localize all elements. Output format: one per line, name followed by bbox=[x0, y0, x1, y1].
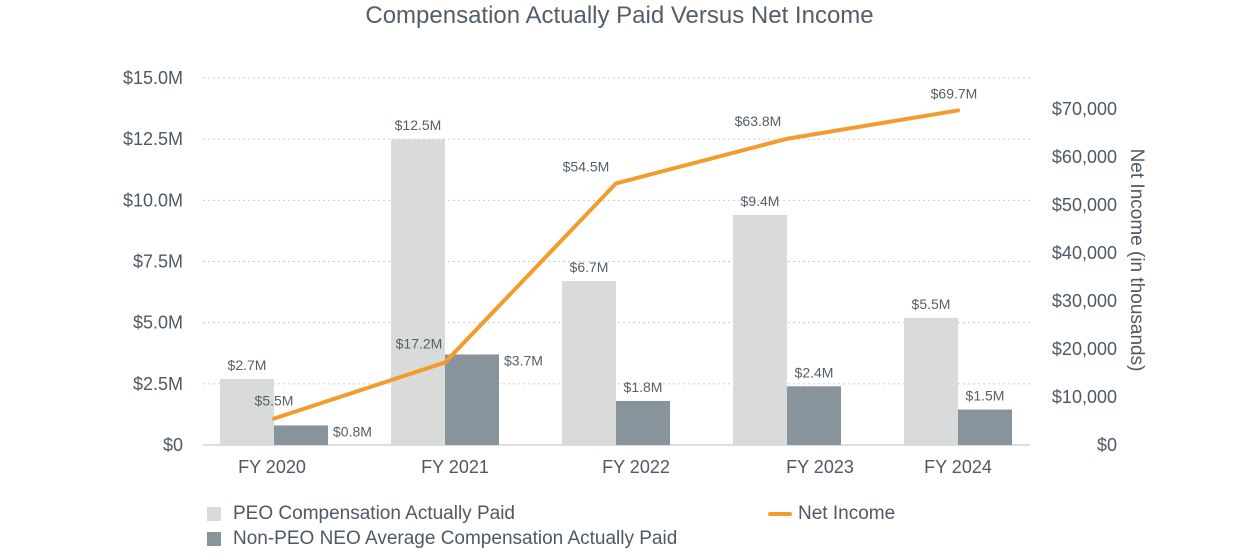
data-label-non-peo: $2.4M bbox=[795, 364, 834, 380]
data-label-non-peo: $0.8M bbox=[333, 423, 372, 439]
y2-tick-label: $10,000 bbox=[1052, 387, 1117, 407]
bar-non-peo bbox=[958, 409, 1012, 445]
bars bbox=[220, 139, 1012, 445]
bar-non-peo bbox=[787, 386, 841, 445]
data-label-peo: $2.7M bbox=[228, 357, 267, 373]
x-axis-ticks: FY 2020 FY 2021 FY 2022 FY 2023 FY 2024 bbox=[238, 457, 992, 477]
bar-peo bbox=[904, 317, 958, 445]
legend-item-peo: PEO Compensation Actually Paid bbox=[207, 503, 515, 525]
legend-swatch-net-income bbox=[768, 512, 792, 516]
y-axis-ticks: $0 $2.5M $5.0M $7.5M $10.0M $12.5M $15.0M bbox=[123, 68, 183, 455]
data-label-net-income: $5.5M bbox=[255, 393, 294, 409]
data-label-net-income: $54.5M bbox=[563, 158, 610, 174]
net-income-line bbox=[272, 108, 960, 421]
data-label-net-income: $17.2M bbox=[396, 335, 443, 351]
data-label-peo: $6.7M bbox=[570, 259, 609, 275]
y-tick-label: $7.5M bbox=[133, 252, 183, 272]
data-label-non-peo: $3.7M bbox=[504, 352, 543, 368]
x-tick-label: FY 2020 bbox=[238, 457, 306, 477]
bar-peo bbox=[220, 378, 274, 445]
y2-tick-label: $20,000 bbox=[1052, 339, 1117, 359]
data-label-peo: $12.5M bbox=[395, 117, 442, 133]
legend-label-non-peo: Non-PEO NEO Average Compensation Actuall… bbox=[233, 528, 678, 549]
bar-peo bbox=[562, 281, 616, 445]
y-tick-label: $15.0M bbox=[123, 68, 183, 88]
y2-tick-label: $0 bbox=[1097, 435, 1117, 455]
bar-non-peo bbox=[445, 354, 499, 445]
bar-peo bbox=[391, 139, 445, 445]
y2-tick-label: $60,000 bbox=[1052, 147, 1117, 167]
y-tick-label: $12.5M bbox=[123, 129, 183, 149]
x-tick-label: FY 2023 bbox=[786, 457, 854, 477]
y-tick-label: $5.0M bbox=[133, 313, 183, 333]
x-tick-label: FY 2021 bbox=[421, 457, 489, 477]
chart-canvas: $2.7M $0.8M $12.5M $3.7M $6.7M $1.8M $9.4M $2.4… bbox=[123, 68, 1147, 477]
y2-axis-label: Net Income (in thousands) bbox=[1126, 149, 1147, 372]
y2-tick-label: $70,000 bbox=[1052, 99, 1117, 119]
y-tick-label: $2.5M bbox=[133, 374, 183, 394]
y2-tick-label: $50,000 bbox=[1052, 195, 1117, 215]
y-tick-label: $0 bbox=[163, 435, 183, 455]
legend-swatch-peo bbox=[207, 507, 221, 521]
bar-non-peo bbox=[616, 400, 670, 445]
data-label-non-peo: $1.5M bbox=[966, 388, 1005, 404]
x-tick-label: FY 2022 bbox=[602, 457, 670, 477]
data-label-net-income: $63.8M bbox=[735, 113, 782, 129]
legend-item-net-income: Net Income bbox=[768, 503, 895, 525]
y-tick-label: $10.0M bbox=[123, 190, 183, 210]
x-tick-label: FY 2024 bbox=[924, 457, 992, 477]
legend-label-net-income: Net Income bbox=[798, 503, 896, 524]
legend-item-non-peo: Non-PEO NEO Average Compensation Actuall… bbox=[207, 528, 677, 550]
y2-axis-ticks: $0 $10,000 $20,000 $30,000 $40,000 $50,000 $60… bbox=[1052, 99, 1117, 455]
bar-peo bbox=[733, 215, 787, 445]
legend-swatch-non-peo bbox=[207, 532, 221, 546]
data-label-peo: $5.5M bbox=[912, 296, 951, 312]
data-label-peo: $9.4M bbox=[741, 193, 780, 209]
y2-tick-label: $40,000 bbox=[1052, 243, 1117, 263]
data-label-net-income: $69.7M bbox=[931, 85, 978, 101]
legend-label-peo: PEO Compensation Actually Paid bbox=[233, 503, 515, 524]
chart-title: Compensation Actually Paid Versus Net In… bbox=[365, 2, 874, 29]
y2-tick-label: $30,000 bbox=[1052, 291, 1117, 311]
bar-non-peo bbox=[274, 425, 328, 445]
data-label-non-peo: $1.8M bbox=[624, 379, 663, 395]
data-labels: $2.7M $0.8M $12.5M $3.7M $6.7M $1.8M $9.4M $2.4… bbox=[228, 85, 1005, 439]
